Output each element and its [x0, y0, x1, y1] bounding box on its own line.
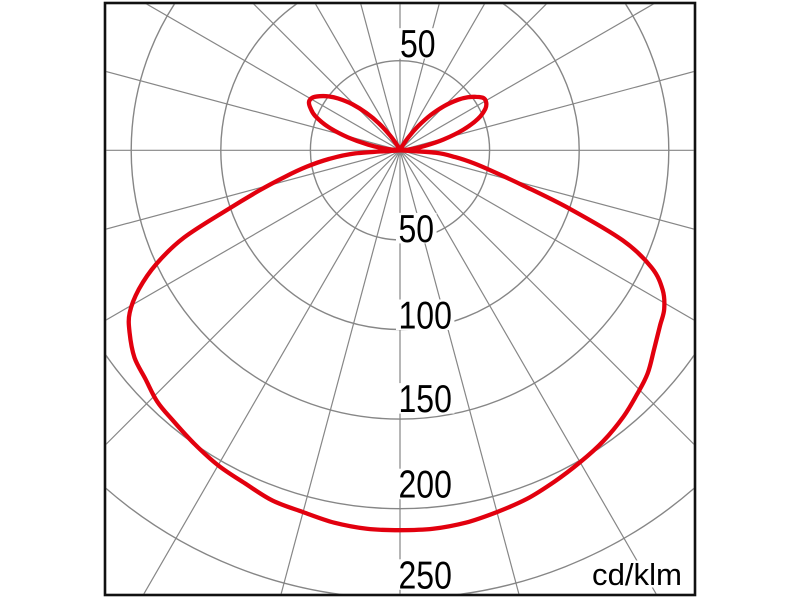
ring-label-50-knockout — [396, 212, 437, 244]
ring-label-100: 100 — [399, 295, 452, 338]
ring-circle-200 — [106, 354, 694, 510]
ring-circle-150 — [130, 4, 670, 420]
ring-label-200: 200 — [399, 464, 452, 507]
upper-ring-label-knockout — [397, 28, 439, 59]
ring-label-150-knockout — [396, 383, 455, 414]
ring-label-100-knockout — [396, 299, 455, 330]
chart-frame — [103, 1, 697, 597]
ring-label-150: 150 — [399, 378, 452, 421]
curve-layer — [126, 93, 667, 533]
ring-label-50: 50 — [399, 208, 435, 251]
ring-label-250-knockout — [396, 559, 455, 590]
ring-labels: 50 50 100 150 200 250 cd/klm — [396, 23, 685, 597]
ring-label-250: 250 — [399, 554, 452, 597]
upper-ring-label: 50 — [400, 23, 436, 66]
ring-label-200-knockout — [396, 468, 455, 500]
unit-label: cd/klm — [592, 557, 682, 592]
intensity-curve — [126, 93, 667, 533]
unit-label-knockout — [589, 560, 685, 588]
